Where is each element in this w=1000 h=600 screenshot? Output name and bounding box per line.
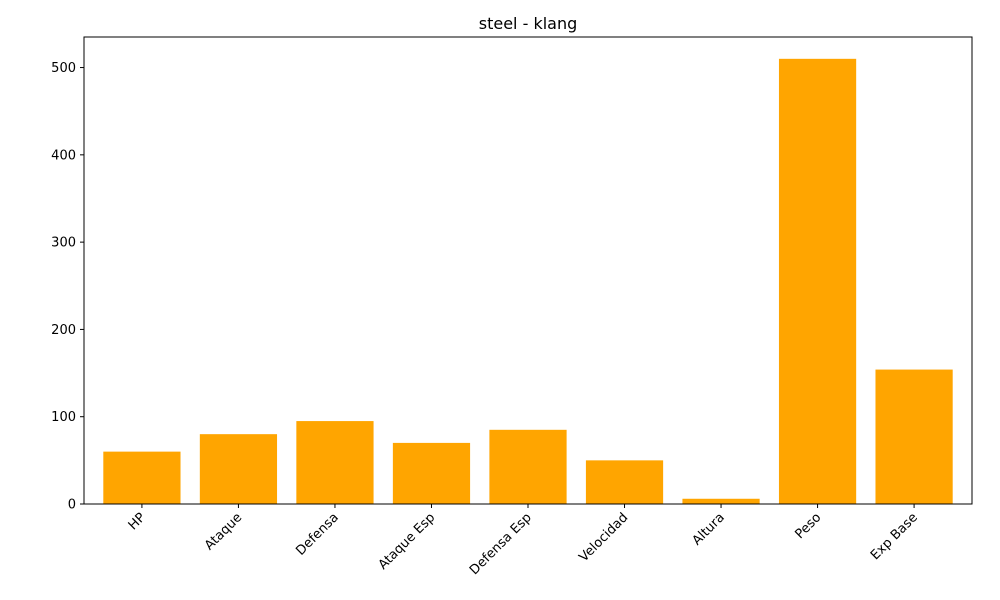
x-tick-label: Velocidad [576, 510, 631, 565]
x-tick-label: Ataque [202, 510, 245, 553]
bar-defensa-esp [489, 429, 567, 504]
x-tick-label: Defensa [293, 510, 341, 558]
bar-defensa [296, 421, 374, 504]
bar-hp [103, 451, 181, 504]
x-tick-label: Altura [690, 510, 728, 548]
bars-group [103, 58, 953, 505]
chart-title: steel - klang [479, 14, 578, 33]
y-tick-label: 100 [51, 410, 76, 425]
plot-frame [83, 36, 973, 505]
x-tick-label: Exp Base [868, 510, 921, 563]
x-tick-label: Defensa Esp [467, 510, 535, 578]
x-tick-label: Peso [792, 510, 824, 542]
y-tick-label: 0 [68, 498, 76, 513]
x-tick-label: Ataque Esp [376, 510, 439, 573]
bar-ataque-esp [392, 442, 471, 504]
y-tick-label: 200 [51, 323, 76, 338]
y-tick-label: 500 [51, 61, 76, 76]
y-tick-label: 400 [51, 148, 76, 163]
bar-velocidad [585, 460, 664, 504]
x-axis: HP Ataque Defensa Ataque Esp Defensa Esp Velo… [126, 504, 921, 578]
bar-peso [778, 58, 857, 505]
y-tick-label: 300 [51, 236, 76, 251]
bar-exp-base [875, 369, 953, 504]
bar-altura [682, 498, 760, 504]
x-tick-label: HP [126, 510, 149, 533]
y-axis: 0 100 200 300 400 500 [51, 61, 84, 513]
bar-ataque [199, 434, 278, 504]
